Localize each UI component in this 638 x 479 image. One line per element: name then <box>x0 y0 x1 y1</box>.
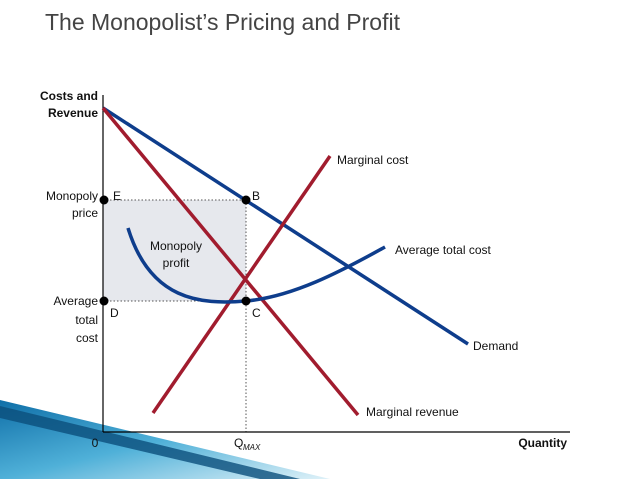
curve-label: Average total cost <box>395 243 492 257</box>
left-label: Average <box>54 294 99 308</box>
point-e <box>99 195 109 205</box>
marginal-revenue-curve <box>101 106 360 417</box>
decor-band <box>0 406 300 479</box>
curve-label: Marginal revenue <box>366 405 459 419</box>
points <box>99 195 251 306</box>
decor-swoosh <box>0 400 330 479</box>
left-label: cost <box>76 331 99 345</box>
point-label: B <box>252 189 260 203</box>
point-b <box>241 195 251 205</box>
q-subscript: MAX <box>243 443 261 452</box>
q-label: Q <box>234 436 243 450</box>
left-label: total <box>75 313 98 327</box>
left-label: Monopoly <box>46 189 98 203</box>
left-label: price <box>72 206 98 220</box>
title: The Monopolist’s Pricing and Profit <box>45 9 401 35</box>
point-label: C <box>252 306 261 320</box>
point-label: E <box>113 189 121 203</box>
origin-label: 0 <box>92 436 99 450</box>
curve-label: Marginal cost <box>337 153 409 167</box>
demand-curve <box>102 106 469 346</box>
point-label: D <box>110 306 119 320</box>
area-label: profit <box>163 256 190 270</box>
y-axis-label: Revenue <box>48 106 98 120</box>
point-c <box>241 296 251 306</box>
point-d <box>99 296 109 306</box>
curve-label: Demand <box>473 339 518 353</box>
marginal-cost-curve <box>151 155 332 414</box>
area-label: Monopoly <box>150 239 202 253</box>
x-axis-label: Quantity <box>518 436 567 450</box>
y-axis-label: Costs and <box>40 89 98 103</box>
